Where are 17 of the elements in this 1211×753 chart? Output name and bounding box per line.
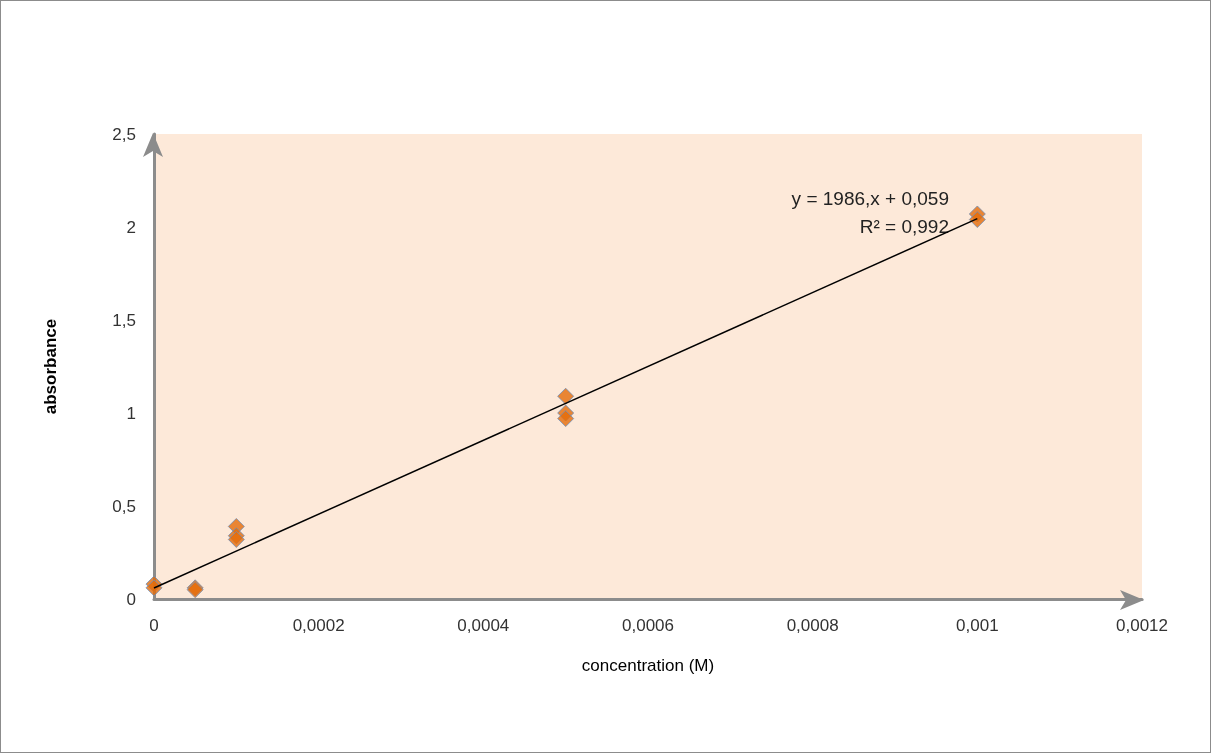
x-tick-label: 0,0012: [1116, 616, 1168, 635]
y-tick-label: 0: [126, 589, 136, 609]
annotation: y = 1986,x + 0,059: [791, 188, 949, 209]
y-tick-label: 2: [126, 217, 136, 237]
x-tick-label: 0: [149, 616, 159, 635]
x-tick-label: 0,0002: [292, 616, 345, 635]
y-tick-label: 2,5: [112, 124, 136, 144]
x-axis-title: concentration (M): [581, 656, 715, 675]
y-axis-title: absorbance: [41, 318, 60, 415]
y-tick-label: 0,5: [112, 496, 136, 516]
x-tick-label: 0,0004: [457, 616, 510, 635]
annotation: R² = 0,992: [859, 216, 949, 237]
y-tick-label: 1: [126, 403, 136, 423]
x-tick-label: 0,0006: [622, 616, 674, 635]
y-tick-label: 1,5: [112, 310, 136, 330]
x-tick-label: 0,0008: [786, 616, 839, 635]
x-tick-label: 0,001: [956, 616, 999, 635]
